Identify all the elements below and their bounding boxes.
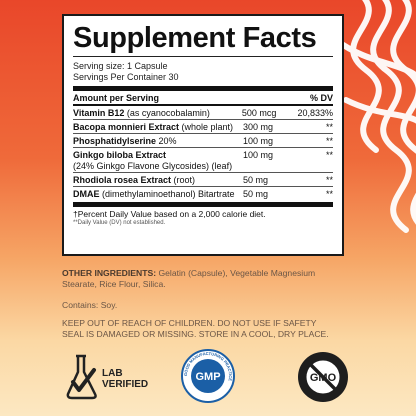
ingredient-name-primary: DMAE (73, 189, 100, 199)
ingredient-amount: 300 mg (243, 122, 274, 132)
supplement-facts-panel: Supplement Facts Serving size: 1 Capsule… (62, 14, 344, 256)
ingredient-name-primary: Phosphatidylserine (73, 136, 157, 146)
warning-statement: KEEP OUT OF REACH OF CHILDREN. DO NOT US… (62, 318, 362, 340)
ingredient-amount: 500 mcg (241, 108, 277, 118)
ingredient-name-detail: 20% (156, 136, 177, 146)
ingredient-dv: 20,833% (297, 108, 333, 118)
ingredient-row: Phosphatidylserine 20% 100 mg ** (73, 133, 333, 147)
verified-label: VERIFIED (102, 379, 149, 390)
divider-thick (73, 86, 333, 91)
ingredient-row: Bacopa monnieri Extract (whole plant) 300… (73, 119, 333, 133)
ingredient-name-detail: (as cyanocobalamin) (124, 108, 210, 118)
gmp-badge: GOOD MANUFACTURING PRACTICE GMP (180, 348, 236, 404)
other-ingredients: OTHER INGREDIENTS: Gelatin (Capsule), Ve… (62, 268, 362, 290)
dv-not-established-note: **Daily Value (DV) not established. (73, 220, 166, 226)
ingredient-amount: 50 mg (243, 175, 269, 185)
ingredient-dv: ** (325, 189, 333, 199)
ingredient-dv: ** (325, 175, 333, 185)
ingredient-name: Bacopa monnieri Extract (whole plant) (73, 122, 243, 133)
ingredient-amount: 50 mg (243, 189, 269, 199)
divider (73, 104, 333, 106)
gmp-label: GMP (195, 371, 220, 383)
ingredient-rows: Vitamin B12 (as cyanocobalamin) 500 mcg 20… (73, 106, 333, 200)
contains-statement: Contains: Soy. (62, 300, 118, 310)
non-gmo-badge: GMO (296, 350, 350, 404)
other-ingredients-label: OTHER INGREDIENTS: (62, 268, 157, 278)
ingredient-name-primary: Bacopa monnieri Extract (73, 122, 180, 132)
ingredient-name-primary: Vitamin B12 (73, 108, 125, 118)
ingredient-row: Ginkgo biloba Extract (24% Ginkgo Flavone… (73, 147, 333, 172)
other-ingredients-line2: Stearate, Rice Flour, Silica. (62, 279, 166, 289)
no-gmo-icon: GMO (298, 352, 348, 402)
ingredient-row: Vitamin B12 (as cyanocobalamin) 500 mcg 20… (73, 106, 333, 119)
ingredient-dv: ** (325, 136, 333, 146)
divider (73, 56, 333, 57)
ingredient-name: Ginkgo biloba Extract (24% Ginkgo Flavone… (73, 150, 243, 172)
ingredient-amount: 100 mg (243, 150, 274, 160)
flask-check-icon (66, 354, 97, 400)
daily-value-footnote: †Percent Daily Value based on a 2,000 ca… (73, 209, 266, 219)
decorative-waves (333, 0, 416, 233)
amount-per-serving-header: Amount per Serving (73, 92, 160, 103)
lab-label: LAB (102, 368, 123, 379)
ingredient-name: Vitamin B12 (as cyanocobalamin) (73, 108, 242, 119)
ingredient-name-detail: (root) (171, 175, 196, 185)
lab-verified-badge: LAB VERIFIED (64, 352, 154, 402)
warning-line1: KEEP OUT OF REACH OF CHILDREN. DO NOT US… (62, 318, 317, 328)
warning-line2: SEAL IS DAMAGED OR MISSING. STORE IN A C… (62, 329, 329, 339)
ingredient-name-primary: Rhodiola rosea Extract (73, 175, 172, 185)
gmp-seal-icon: GOOD MANUFACTURING PRACTICE GMP (181, 349, 235, 403)
serving-size: Serving size: 1 Capsule (73, 61, 168, 71)
ingredient-amount: 100 mg (243, 136, 274, 146)
ingredient-name-detail: (whole plant) (179, 122, 234, 132)
ingredient-row: Rhodiola rosea Extract (root) 50 mg ** (73, 172, 333, 186)
ingredient-sub-detail: (24% Ginkgo Flavone Glycosides) (leaf) (73, 161, 233, 171)
ingredient-row: DMAE (dimethylaminoethanol) Bitartrate 50… (73, 186, 333, 200)
ingredient-name-detail: (dimethylaminoethanol) Bitartrate (99, 189, 235, 199)
table-header: Amount per Serving % DV (73, 91, 333, 104)
ingredient-name: DMAE (dimethylaminoethanol) Bitartrate (73, 189, 243, 200)
ingredient-dv: ** (325, 150, 333, 160)
ingredient-name: Phosphatidylserine 20% (73, 136, 243, 147)
panel-title: Supplement Facts (73, 22, 317, 54)
servings-per-container: Servings Per Container 30 (73, 72, 179, 82)
ingredient-dv: ** (325, 122, 333, 132)
dv-header: % DV (309, 92, 333, 103)
ingredient-name-primary: Ginkgo biloba Extract (73, 150, 167, 160)
divider-thick (73, 202, 333, 207)
other-ingredients-line1: Gelatin (Capsule), Vegetable Magnesium (156, 268, 316, 278)
ingredient-name: Rhodiola rosea Extract (root) (73, 175, 243, 186)
